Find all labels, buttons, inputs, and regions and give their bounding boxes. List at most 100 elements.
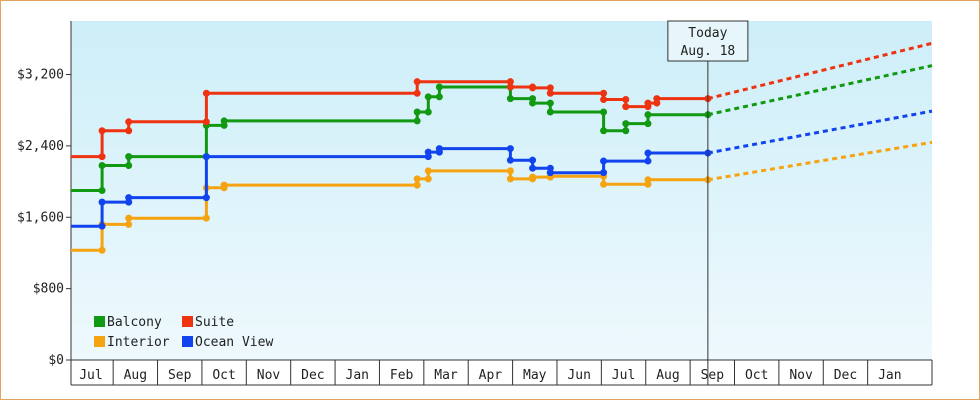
- legend-label-interior: Interior: [107, 335, 170, 350]
- x-tick-label: Jul: [612, 368, 635, 383]
- legend-swatch-suite: [182, 316, 193, 327]
- data-point: [644, 157, 652, 165]
- x-tick-label: Oct: [745, 368, 768, 383]
- data-point: [600, 157, 608, 165]
- data-point: [413, 181, 421, 189]
- data-point: [202, 118, 210, 126]
- data-point: [546, 99, 554, 107]
- data-point: [622, 96, 630, 104]
- data-point: [506, 145, 514, 153]
- data-point: [546, 169, 554, 177]
- data-point: [125, 153, 133, 161]
- series-suite: [71, 41, 933, 161]
- series-balcony: [71, 64, 933, 194]
- data-point: [125, 127, 133, 135]
- data-point: [413, 78, 421, 86]
- x-tick-label: Dec: [834, 368, 857, 383]
- data-point: [220, 181, 228, 189]
- data-point: [125, 118, 133, 126]
- data-point: [125, 162, 133, 170]
- data-point: [424, 175, 432, 183]
- data-point: [546, 108, 554, 116]
- today-box: [667, 20, 749, 62]
- x-tick-label: Nov: [257, 368, 281, 383]
- data-point: [622, 127, 630, 135]
- series-layer: [71, 41, 933, 254]
- data-point: [98, 127, 106, 135]
- data-point: [546, 84, 554, 92]
- data-point: [546, 89, 554, 97]
- data-point: [506, 167, 514, 175]
- data-point: [98, 246, 106, 254]
- data-point: [600, 96, 608, 104]
- data-point: [202, 89, 210, 97]
- x-tick-label: Oct: [212, 368, 235, 383]
- x-tick-label: Nov: [789, 368, 813, 383]
- legend-label-balcony: Balcony: [107, 315, 162, 330]
- data-point: [644, 176, 652, 184]
- x-axis: Jul Aug Sep Oct Nov Dec Jan Feb Mar Apr May Jun Jul A…: [71, 359, 933, 386]
- data-point: [644, 120, 652, 128]
- y-tick-label: $2,400: [17, 139, 64, 154]
- forecast-line-interior: [707, 140, 933, 182]
- x-tick-label: Sep: [701, 368, 725, 383]
- data-point: [653, 95, 661, 103]
- data-point: [435, 93, 443, 101]
- x-tick-label: Aug: [124, 368, 147, 383]
- data-point: [529, 173, 537, 181]
- data-point: [424, 167, 432, 175]
- x-tick-label: Mar: [434, 368, 458, 383]
- data-point: [413, 117, 421, 125]
- data-point: [506, 156, 514, 164]
- data-point: [529, 164, 537, 172]
- data-point: [435, 83, 443, 91]
- data-point: [202, 214, 210, 222]
- y-tick-label: $3,200: [17, 68, 64, 83]
- data-point: [424, 93, 432, 101]
- data-point: [600, 169, 608, 177]
- data-point: [202, 153, 210, 161]
- data-point: [98, 162, 106, 170]
- data-point: [529, 84, 537, 92]
- data-point: [506, 175, 514, 183]
- data-point: [600, 89, 608, 97]
- x-tick-label: Feb: [390, 368, 414, 383]
- data-point: [413, 175, 421, 183]
- x-tick-label: Jan: [878, 368, 901, 383]
- data-point: [622, 120, 630, 128]
- legend-swatch-balcony: [94, 316, 105, 327]
- data-point: [220, 117, 228, 125]
- data-point: [529, 156, 537, 164]
- data-point: [600, 180, 608, 188]
- today-marker: Today Aug. 18: [667, 20, 749, 385]
- data-point: [506, 83, 514, 91]
- legend-label-suite: Suite: [195, 315, 234, 330]
- x-tick-label: Sep: [168, 368, 192, 383]
- data-point: [98, 153, 106, 161]
- x-tick-label: Jul: [79, 368, 102, 383]
- x-tick-label: Dec: [301, 368, 324, 383]
- data-point: [424, 148, 432, 156]
- data-point: [435, 145, 443, 153]
- data-point: [529, 99, 537, 107]
- y-tick-label: $0: [48, 353, 64, 368]
- legend: Balcony Suite Interior Ocean View: [94, 315, 273, 350]
- x-tick-label: Jun: [567, 368, 590, 383]
- data-point: [125, 214, 133, 222]
- y-axis: $0 $800 $1,600 $2,400 $3,200: [17, 21, 72, 385]
- data-point: [506, 95, 514, 103]
- data-point: [506, 78, 514, 86]
- data-point: [413, 89, 421, 97]
- data-point: [202, 194, 210, 202]
- data-point: [413, 108, 421, 116]
- data-point: [98, 198, 106, 206]
- data-point: [125, 194, 133, 202]
- data-point: [600, 127, 608, 135]
- x-tick-label: May: [523, 368, 547, 383]
- data-point: [622, 103, 630, 111]
- x-tick-label: Aug: [656, 368, 679, 383]
- y-tick-label: $800: [33, 282, 64, 297]
- forecast-line-ocean-view: [707, 109, 933, 155]
